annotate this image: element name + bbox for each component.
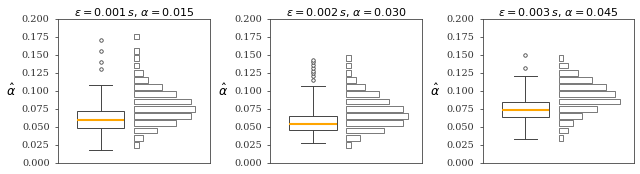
Bar [559, 84, 606, 90]
Bar [559, 70, 577, 76]
Bar [559, 92, 616, 97]
Y-axis label: $\hat{\alpha}$: $\hat{\alpha}$ [430, 83, 440, 99]
Bar [559, 55, 563, 61]
Bar [77, 111, 124, 128]
Y-axis label: $\hat{\alpha}$: $\hat{\alpha}$ [218, 83, 228, 99]
Bar [559, 120, 573, 126]
Bar [559, 128, 568, 133]
Bar [346, 120, 403, 126]
Bar [346, 99, 389, 104]
Bar [346, 135, 360, 141]
Bar [134, 106, 195, 112]
Bar [346, 106, 403, 112]
Bar [346, 77, 356, 83]
Bar [346, 92, 380, 97]
Bar [346, 63, 351, 68]
Bar [346, 84, 365, 90]
Bar [134, 63, 138, 68]
Bar [134, 135, 143, 141]
Bar [134, 77, 148, 83]
Bar [502, 102, 549, 117]
Bar [134, 84, 162, 90]
Bar [134, 34, 138, 39]
Bar [134, 120, 177, 126]
Bar [346, 55, 351, 61]
Bar [346, 142, 351, 148]
Bar [559, 106, 596, 112]
Bar [134, 55, 138, 61]
Bar [134, 113, 191, 119]
Bar [289, 116, 337, 130]
Bar [346, 70, 351, 76]
Title: $\varepsilon = 0.002\,s,\,\alpha = 0.030$: $\varepsilon = 0.002\,s,\,\alpha = 0.030… [286, 6, 406, 19]
Y-axis label: $\hat{\alpha}$: $\hat{\alpha}$ [6, 83, 15, 99]
Bar [559, 77, 592, 83]
Bar [346, 113, 408, 119]
Bar [559, 63, 568, 68]
Bar [559, 135, 563, 141]
Bar [134, 48, 138, 54]
Bar [134, 128, 157, 133]
Bar [134, 99, 191, 104]
Bar [134, 92, 177, 97]
Title: $\varepsilon = 0.001\,s,\,\alpha = 0.015$: $\varepsilon = 0.001\,s,\,\alpha = 0.015… [74, 6, 194, 19]
Bar [134, 142, 138, 148]
Bar [559, 113, 582, 119]
Title: $\varepsilon = 0.003\,s,\,\alpha = 0.045$: $\varepsilon = 0.003\,s,\,\alpha = 0.045… [499, 6, 619, 19]
Bar [559, 99, 620, 104]
Bar [134, 70, 143, 76]
Bar [346, 128, 384, 133]
